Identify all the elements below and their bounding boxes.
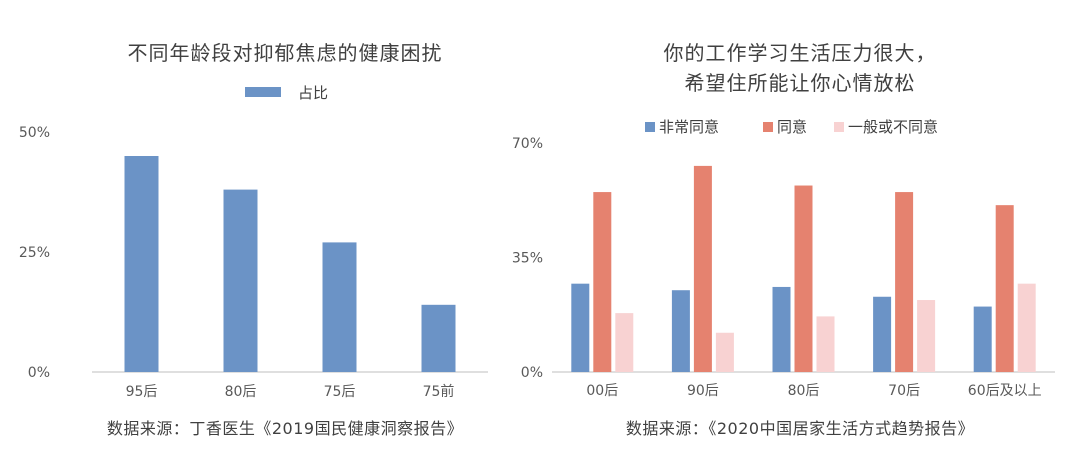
right-x-tick-label: 00后 bbox=[586, 383, 618, 399]
right-chart-title-line-1: 你的工作学习生活压力很大， bbox=[664, 41, 937, 65]
right-x-tick-label: 90后 bbox=[687, 383, 719, 399]
right-bar-70后-一般或不同意 bbox=[917, 300, 936, 372]
left-bars bbox=[124, 156, 456, 372]
right-bar-80后-非常同意 bbox=[772, 286, 791, 372]
right-y-tick-label: 35% bbox=[512, 251, 543, 267]
left-chart-title: 不同年龄段对抑郁焦虑的健康困扰 bbox=[128, 41, 443, 65]
right-y-tick-label: 0% bbox=[521, 365, 543, 381]
right-bar-00后-同意 bbox=[593, 192, 612, 372]
left-x-tick-label: 75后 bbox=[324, 384, 356, 400]
right-bar-00后-一般或不同意 bbox=[615, 313, 634, 372]
right-source-note: 数据来源：《2020中国居家生活方式趋势报告》 bbox=[626, 419, 974, 438]
right-bar-60后及以上-同意 bbox=[995, 205, 1014, 372]
right-y-tick-label: 70% bbox=[512, 136, 543, 152]
left-x-tick-labels: 95后 80后 75后 75前 bbox=[126, 383, 455, 400]
right-legend-swatch bbox=[834, 122, 844, 132]
right-x-tick-label: 80后 bbox=[788, 383, 820, 399]
right-legend: 非常同意 同意 一般或不同意 bbox=[645, 118, 938, 136]
right-bar-70后-同意 bbox=[895, 192, 914, 372]
left-legend-label: 占比 bbox=[298, 84, 328, 102]
right-x-tick-label: 60后及以上 bbox=[968, 383, 1042, 399]
right-bar-70后-非常同意 bbox=[873, 296, 892, 372]
right-bars bbox=[571, 165, 1036, 372]
right-bar-60后及以上-一般或不同意 bbox=[1017, 283, 1036, 372]
right-legend-swatch bbox=[645, 122, 655, 132]
left-y-tick-label: 25% bbox=[19, 245, 50, 261]
right-legend-label: 一般或不同意 bbox=[848, 118, 938, 136]
right-bar-90后-一般或不同意 bbox=[715, 332, 734, 372]
right-x-tick-labels: 00后 90后 80后 70后 60后及以上 bbox=[586, 383, 1041, 399]
left-bar-80后 bbox=[223, 189, 258, 372]
right-y-tick-labels: 0% 35% 70% bbox=[512, 136, 543, 381]
left-chart: 不同年龄段对抑郁焦虑的健康困扰 占比 0% 25% 50% 95后 80后 75后 75前… bbox=[19, 41, 488, 438]
left-x-tick-label: 95后 bbox=[126, 384, 158, 400]
right-bar-60后及以上-非常同意 bbox=[973, 306, 992, 372]
right-bar-90后-非常同意 bbox=[671, 290, 690, 372]
right-bar-90后-同意 bbox=[693, 165, 712, 372]
right-chart-title-line-2: 希望住所能让你心情放松 bbox=[685, 71, 916, 95]
left-bar-75前 bbox=[421, 304, 456, 372]
left-source-note: 数据来源：丁香医生《2019国民健康洞察报告》 bbox=[107, 419, 463, 438]
left-y-tick-label: 0% bbox=[28, 365, 50, 381]
right-legend-label: 非常同意 bbox=[659, 118, 719, 136]
left-legend-swatch bbox=[245, 87, 281, 97]
right-x-tick-label: 70后 bbox=[888, 383, 920, 399]
left-y-tick-label: 50% bbox=[19, 125, 50, 141]
right-bar-80后-同意 bbox=[794, 185, 813, 372]
right-bar-00后-非常同意 bbox=[571, 283, 590, 372]
left-y-tick-labels: 0% 25% 50% bbox=[19, 125, 50, 381]
right-legend-swatch bbox=[763, 122, 773, 132]
right-legend-label: 同意 bbox=[777, 118, 807, 136]
right-bar-80后-一般或不同意 bbox=[816, 316, 835, 372]
left-bar-75后 bbox=[322, 242, 357, 372]
left-bar-95后 bbox=[124, 156, 159, 372]
right-chart: 你的工作学习生活压力很大， 希望住所能让你心情放松 非常同意 同意 一般或不同意 0… bbox=[512, 41, 1055, 438]
left-x-tick-label: 80后 bbox=[225, 384, 257, 400]
left-x-tick-label: 75前 bbox=[423, 383, 455, 400]
